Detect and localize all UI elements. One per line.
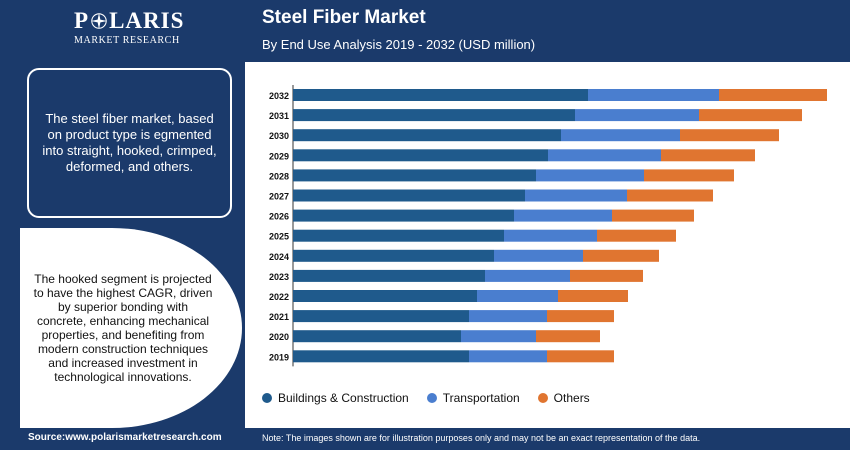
chart-legend: Buildings & Construction Transportation … <box>262 391 590 405</box>
y-tick-label-2026: 2026 <box>269 212 289 222</box>
bar-others-2026 <box>612 209 694 222</box>
legend-swatch-buildings <box>262 393 272 403</box>
legend-label-others: Others <box>553 391 590 405</box>
disclaimer-note: Note: The images shown are for illustrat… <box>262 433 701 443</box>
bar-buildings-2022 <box>293 290 477 302</box>
bar-buildings-2024 <box>293 249 494 262</box>
bar-others-2025 <box>597 229 676 242</box>
bar-others-2023 <box>570 269 643 282</box>
chart-title: Steel Fiber Market <box>262 7 426 28</box>
bar-transportation-2029 <box>548 149 661 162</box>
logo-tagline: MARKET RESEARCH <box>74 35 180 46</box>
bar-transportation-2024 <box>494 249 583 262</box>
bar-transportation-2030 <box>561 129 680 142</box>
bar-buildings-2023 <box>293 269 485 282</box>
stacked-bar-chart: 2032 2031 2030 2029 2028 2027 2026 2025 2024 2023… <box>269 85 827 367</box>
legend-label-buildings: Buildings & Construction <box>278 391 409 405</box>
y-tick-label-2032: 2032 <box>269 91 289 101</box>
bar-buildings-2019 <box>293 350 469 363</box>
bar-buildings-2027 <box>293 189 525 202</box>
bar-others-2020 <box>536 330 600 343</box>
y-tick-label-2020: 2020 <box>269 332 289 342</box>
y-tick-label-2024: 2024 <box>269 252 289 262</box>
segment-info-box: The steel fiber market, based on product… <box>27 68 232 218</box>
bar-transportation-2019 <box>469 350 547 363</box>
y-tick-label-2019: 2019 <box>269 352 289 362</box>
legend-swatch-others <box>537 393 548 403</box>
bar-others-2022 <box>558 290 628 302</box>
bar-buildings-2029 <box>293 149 548 162</box>
bar-transportation-2026 <box>514 209 612 222</box>
segment-info-text: The steel fiber market, based on product… <box>42 111 217 174</box>
bar-others-2030 <box>680 129 779 142</box>
logo-letters-laris: LARIS <box>109 8 185 33</box>
bar-buildings-2020 <box>293 330 461 343</box>
legend-item-buildings: Buildings & Construction <box>262 391 409 405</box>
bar-others-2019 <box>547 350 614 363</box>
bar-others-2031 <box>699 109 802 122</box>
bar-buildings-2030 <box>293 129 561 142</box>
cagr-info-text: The hooked segment is projected to have … <box>33 272 213 384</box>
bar-transportation-2022 <box>477 290 558 302</box>
legend-swatch-transportation <box>426 393 437 403</box>
y-tick-label-2028: 2028 <box>269 171 289 181</box>
bar-buildings-2021 <box>293 310 469 323</box>
bar-transportation-2032 <box>588 89 719 101</box>
legend-item-transportation: Transportation <box>426 391 520 405</box>
chart-subtitle: By End Use Analysis 2019 - 2032 (USD mil… <box>262 37 536 52</box>
y-tick-label-2023: 2023 <box>269 272 289 282</box>
bar-transportation-2027 <box>525 189 627 202</box>
y-tick-label-2025: 2025 <box>269 232 289 242</box>
bar-transportation-2023 <box>485 269 570 282</box>
bar-transportation-2028 <box>536 169 644 182</box>
y-tick-label-2031: 2031 <box>269 111 289 121</box>
polaris-logo: P LARIS MARKET RESEARCH <box>74 8 189 46</box>
bar-others-2024 <box>583 249 659 262</box>
y-tick-label-2030: 2030 <box>269 131 289 141</box>
bar-others-2029 <box>661 149 755 162</box>
y-tick-label-2029: 2029 <box>269 151 289 161</box>
bar-transportation-2020 <box>461 330 536 343</box>
bar-others-2028 <box>644 169 734 182</box>
legend-item-others: Others <box>537 391 590 405</box>
bar-others-2027 <box>627 189 713 202</box>
legend-label-transportation: Transportation <box>442 391 520 405</box>
footer-band <box>0 428 850 450</box>
logo-letter-p: P <box>74 8 90 33</box>
header-band <box>245 0 850 62</box>
y-tick-label-2022: 2022 <box>269 292 289 302</box>
bar-buildings-2028 <box>293 169 536 182</box>
bar-buildings-2025 <box>293 229 504 242</box>
bar-transportation-2021 <box>469 310 547 323</box>
bar-transportation-2031 <box>575 109 699 122</box>
source-text: Source:www.polarismarketresearch.com <box>28 432 222 443</box>
bar-others-2021 <box>547 310 614 323</box>
y-tick-label-2021: 2021 <box>269 312 289 322</box>
y-tick-label-2027: 2027 <box>269 192 289 202</box>
logo-wordmark: P LARIS <box>74 8 189 34</box>
bar-buildings-2026 <box>293 209 514 222</box>
chart-area <box>245 62 850 428</box>
bar-buildings-2032 <box>293 89 588 101</box>
compass-star-icon <box>90 12 108 30</box>
bar-transportation-2025 <box>504 229 597 242</box>
bar-buildings-2031 <box>293 109 575 122</box>
bar-others-2032 <box>719 89 827 101</box>
cagr-info-box: The hooked segment is projected to have … <box>20 228 242 428</box>
